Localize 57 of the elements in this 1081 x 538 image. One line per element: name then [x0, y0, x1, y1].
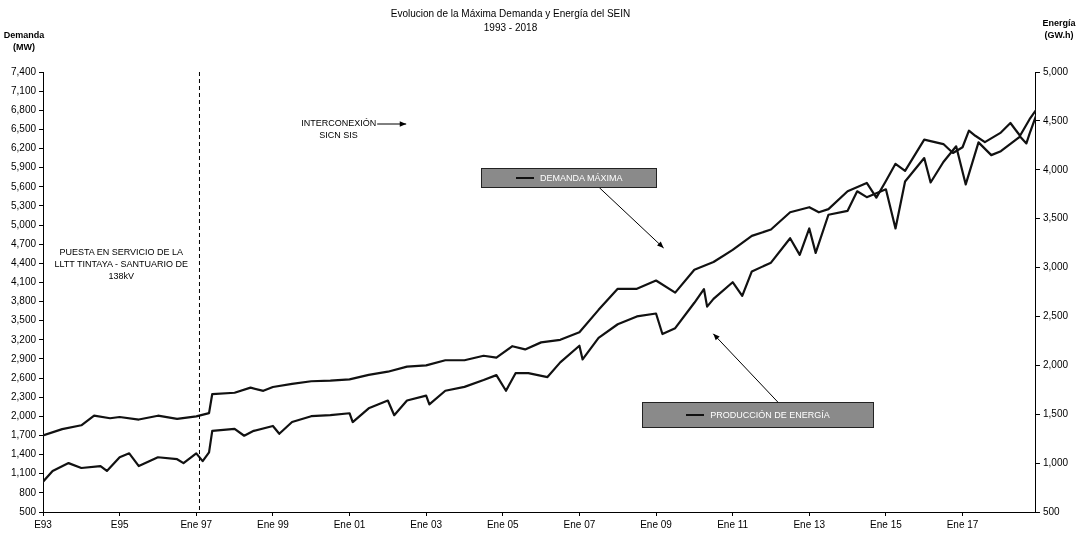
x-tick-label: Ene 13	[793, 518, 826, 530]
y-tick-label: 1,100	[10, 467, 37, 479]
y-tick-label: 7,400	[10, 65, 37, 77]
y-tick-label: 7,100	[10, 84, 37, 96]
y-tick-label: 5,600	[10, 180, 37, 192]
y-tick-label: 2,900	[10, 352, 37, 364]
y-axis-title: Demanda (MW)	[3, 30, 46, 53]
y-tick-label: 500	[19, 505, 37, 517]
y2-axis-title: Energía (GW.h)	[1042, 18, 1077, 41]
y-tick-label: 6,800	[10, 104, 37, 116]
y-tick-label: 5,300	[10, 199, 37, 211]
y2-tick-label: 1,000	[1042, 456, 1069, 468]
name-box: PRODUCCIÓN DE ENERGÍA	[641, 402, 874, 429]
x-tick-label: Ene 11	[717, 518, 749, 530]
y2-tick-label: 5,000	[1042, 65, 1069, 77]
name-box: DEMANDA MÁXIMA	[481, 167, 658, 188]
x-tick-label: E95	[110, 518, 129, 530]
y2-tick-label: 500	[1042, 505, 1061, 517]
y-tick-label: 5,000	[10, 218, 37, 230]
y2-tick-label: 2,500	[1042, 310, 1069, 322]
x-tick-label: Ene 97	[180, 518, 213, 530]
x-tick-label: Ene 05	[486, 518, 520, 530]
ref-line-label: PUESTA EN SERVICIO DE LA LLTT TINTAYA - SANTUARIO DE 138kV	[54, 246, 189, 281]
y-tick-label: 1,700	[10, 429, 37, 441]
x-tick-label: E93	[34, 518, 53, 530]
legend-label: PRODUCCIÓN DE ENERGÍA	[710, 410, 830, 421]
y2-tick-label: 1,500	[1042, 407, 1069, 419]
x-tick-label: Ene 17	[946, 518, 979, 530]
y-tick-label: 3,200	[10, 333, 37, 345]
y2-tick-label: 4,000	[1042, 163, 1069, 175]
x-tick-label: Ene 15	[870, 518, 903, 530]
y-tick-label: 5,900	[10, 161, 37, 173]
y-tick-label: 3,500	[10, 314, 37, 326]
y-tick-label: 2,300	[10, 390, 37, 402]
y-tick-label: 2,600	[10, 371, 37, 383]
y-tick-label: 800	[19, 486, 37, 498]
y2-tick-label: 4,500	[1042, 114, 1069, 126]
y-tick-label: 6,500	[10, 123, 37, 135]
y-tick-label: 6,200	[10, 142, 37, 154]
legend-label: DEMANDA MÁXIMA	[540, 172, 623, 183]
x-tick-label: Ene 07	[563, 518, 596, 530]
x-tick-label: Ene 03	[410, 518, 443, 530]
y2-tick-label: 3,000	[1042, 261, 1069, 273]
annotation: INTERCONEXIÓN SICN SIS	[301, 118, 377, 141]
y2-tick-label: 3,500	[1042, 212, 1069, 224]
y-tick-label: 1,400	[10, 448, 37, 460]
chart-subtitle: 1993 - 2018	[483, 21, 538, 33]
chart-title: Evolucion de la Máxima Demanda y Energía del SEIN	[390, 7, 631, 19]
y-tick-label: 4,400	[10, 257, 37, 269]
y-tick-label: 3,800	[10, 295, 37, 307]
y-tick-label: 2,000	[10, 410, 37, 422]
x-tick-label: Ene 01	[333, 518, 366, 530]
x-tick-label: Ene 09	[640, 518, 673, 530]
y-tick-label: 4,700	[10, 237, 37, 249]
y2-tick-label: 2,000	[1042, 359, 1069, 371]
x-tick-label: Ene 99	[257, 518, 290, 530]
y-tick-label: 4,100	[10, 276, 37, 288]
